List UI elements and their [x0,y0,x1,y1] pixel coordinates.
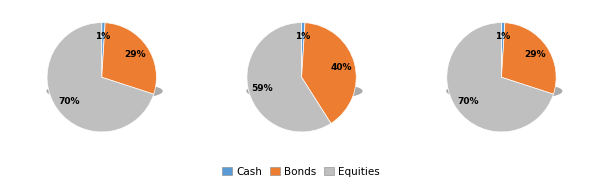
Text: 59%: 59% [252,84,273,93]
Text: 40%: 40% [330,63,352,72]
Wedge shape [47,23,154,132]
Wedge shape [447,23,553,132]
Wedge shape [102,23,157,94]
Text: 1%: 1% [495,32,510,41]
Title: PORTFOLIO ALLOCATION AFTER
1 YEAR: PORTFOLIO ALLOCATION AFTER 1 YEAR [222,0,382,1]
Text: 1%: 1% [95,32,111,41]
Wedge shape [302,23,305,77]
Text: 70%: 70% [58,97,79,106]
Text: 29%: 29% [125,50,146,59]
Title: PORTFOLIO ALLOCATION AFTER
REBALANCING: PORTFOLIO ALLOCATION AFTER REBALANCING [421,0,582,1]
Text: 1%: 1% [295,32,311,41]
Wedge shape [501,23,505,77]
Title: ORIGINAL ALLOCATION: ORIGINAL ALLOCATION [44,0,160,1]
Wedge shape [302,23,356,123]
Ellipse shape [247,83,362,99]
Wedge shape [501,23,556,94]
Wedge shape [247,23,331,132]
Wedge shape [102,23,105,77]
Text: 70%: 70% [458,97,479,106]
Ellipse shape [447,83,562,99]
Legend: Cash, Bonds, Equities: Cash, Bonds, Equities [220,165,382,179]
Text: 29%: 29% [524,50,546,59]
Ellipse shape [47,83,162,99]
